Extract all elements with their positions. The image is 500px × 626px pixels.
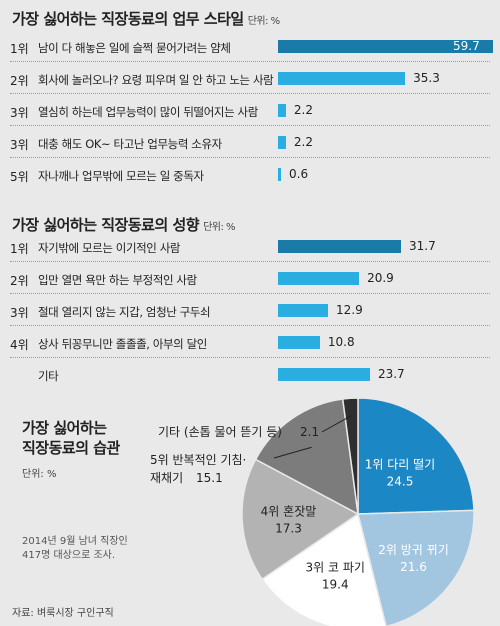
slice-value: 21.6 (400, 560, 427, 574)
slice-label: 2위 방귀 뀌기 (378, 543, 448, 557)
category-label: 대충 해도 OK~ 타고난 업무능력 소유자 (38, 137, 222, 151)
slice-label: 5위 반복적인 기침· (150, 453, 246, 467)
slice-value: 15.1 (196, 471, 223, 485)
value-label: 0.6 (289, 167, 309, 181)
chart-title-text: 가장 싫어하는 직장동료의 성향 (12, 216, 200, 234)
leader-line (273, 446, 312, 459)
rank-label: 3위 (10, 138, 29, 152)
bar-row: 2위 회사에 놀러오나? 요령 피우며 일 안 하고 노는 사람 35.3 (0, 64, 500, 94)
value-label: 12.9 (336, 303, 363, 317)
bar (278, 40, 493, 53)
note-line: 2014년 9월 남녀 직장인 (22, 536, 128, 547)
category-label: 절대 열리지 않는 지갑, 엄청난 구두쇠 (38, 305, 211, 319)
chart-title: 가장 싫어하는 직장동료의 업무 스타일 단위: % (12, 8, 280, 29)
row-divider (10, 325, 490, 326)
slice-label: 재채기 (150, 471, 183, 485)
bar (278, 336, 320, 349)
pie-title: 가장 싫어하는 직장동료의 습관 (22, 418, 120, 458)
value-label: 20.9 (367, 271, 394, 285)
rank-label: 2위 (10, 274, 29, 288)
slice-value: 17.3 (275, 522, 302, 536)
rank-label: 5위 (10, 170, 29, 184)
category-label: 자기밖에 모르는 이기적인 사람 (38, 241, 181, 255)
bar-row: 3위 절대 열리지 않는 지갑, 엄청난 구두쇠 12.9 (0, 296, 500, 326)
pie-slice (254, 398, 359, 516)
bar-row: 3위 대충 해도 OK~ 타고난 업무능력 소유자 2.2 (0, 128, 500, 158)
value-label: 35.3 (413, 71, 440, 85)
row-divider (10, 293, 490, 294)
bar (278, 368, 370, 381)
value-label: 59.7 (453, 39, 480, 53)
bar-row: 기타 23.7 (0, 360, 500, 390)
personality-chart: 가장 싫어하는 직장동료의 성향 단위: % 1위 자기밖에 모르는 이기적인 사람… (0, 200, 500, 390)
pie-unit: 단위: % (22, 469, 57, 480)
bar-row: 1위 자기밖에 모르는 이기적인 사람 31.7 (0, 232, 500, 262)
bar (278, 72, 406, 85)
chart-title: 가장 싫어하는 직장동료의 성향 단위: % (12, 214, 236, 235)
pie-slice (357, 509, 475, 626)
value-label: 31.7 (409, 239, 436, 253)
bar-row: 3위 열심히 하는데 업무능력이 많이 뒤떨어지는 사람 2.2 (0, 96, 500, 126)
pie-title-line: 직장동료의 습관 (22, 439, 120, 457)
bar (278, 272, 360, 285)
habit-pie-chart: 1위 다리 떨기 24.5 2위 방귀 뀌기 21.6 3위 코 파기 19.4 4위 혼잣… (150, 397, 475, 626)
work-style-chart: 가장 싫어하는 직장동료의 업무 스타일 단위: % 1위 남이 다 해놓은 일에 … (0, 0, 500, 190)
leader-line (321, 415, 352, 433)
bar-row: 4위 상사 뒤꽁무니만 졸졸졸, 아부의 달인 10.8 (0, 328, 500, 358)
bar (278, 240, 401, 253)
rank-label: 1위 (10, 42, 29, 56)
survey-note: 2014년 9월 남녀 직장인 417명 대상으로 조사. (22, 535, 128, 563)
category-label: 기타 (38, 369, 59, 383)
row-divider (10, 125, 490, 126)
slice-label: 기타 (손톱 물어 뜯기 등) (158, 425, 282, 439)
chart-unit: 단위: % (203, 222, 236, 233)
bar-row: 1위 남이 다 해놓은 일에 슬쩍 묻어가려는 얌체 59.7 (0, 32, 500, 62)
category-label: 남이 다 해놓은 일에 슬쩍 묻어가려는 얌체 (38, 41, 231, 55)
row-divider (10, 261, 490, 262)
category-label: 열심히 하는데 업무능력이 많이 뒤떨어지는 사람 (38, 105, 258, 119)
slice-label: 4위 혼잣말 (261, 505, 317, 519)
bar (278, 304, 329, 317)
rank-label: 4위 (10, 338, 29, 352)
slice-value: 2.1 (300, 425, 319, 439)
rank-label: 3위 (10, 306, 29, 320)
row-divider (10, 93, 490, 94)
row-divider (10, 357, 490, 358)
value-label: 23.7 (377, 367, 405, 381)
pie-slice (241, 458, 360, 581)
bar (278, 168, 281, 181)
note-line: 417명 대상으로 조사. (22, 550, 116, 561)
slice-label: 3위 코 파기 (306, 561, 365, 575)
bar (278, 136, 286, 149)
slice-label: 1위 다리 떨기 (365, 458, 435, 472)
bar-row: 2위 입만 열면 욕만 하는 부정적인 사람 20.9 (0, 264, 500, 294)
slice-value: 24.5 (387, 475, 414, 489)
rank-label: 1위 (10, 242, 29, 256)
rank-label: 3위 (10, 106, 29, 120)
pie-slice (341, 397, 359, 515)
value-label: 10.8 (327, 335, 355, 349)
value-label: 2.2 (293, 135, 314, 149)
chart-unit: 단위: % (247, 16, 280, 27)
category-label: 상사 뒤꽁무니만 졸졸졸, 아부의 달인 (38, 337, 207, 351)
source-credit: 자료: 벼룩시장 구인구직 (12, 608, 114, 619)
category-label: 회사에 놀러오나? 요령 피우며 일 안 하고 노는 사람 (38, 73, 274, 87)
pie-slice (261, 512, 387, 626)
pie-slice (357, 397, 475, 515)
row-divider (10, 61, 490, 62)
bar-row: 5위 자나깨나 업무밖에 모르는 일 중독자 0.6 (0, 160, 500, 190)
slice-value: 19.4 (322, 578, 349, 592)
chart-title-text: 가장 싫어하는 직장동료의 업무 스타일 (12, 10, 244, 28)
pie-title-line: 가장 싫어하는 (22, 419, 107, 437)
bar (278, 104, 286, 117)
category-label: 자나깨나 업무밖에 모르는 일 중독자 (38, 169, 204, 183)
category-label: 입만 열면 욕만 하는 부정적인 사람 (38, 273, 197, 287)
value-label: 2.2 (293, 103, 314, 117)
rank-label: 2위 (10, 74, 29, 88)
row-divider (10, 157, 490, 158)
